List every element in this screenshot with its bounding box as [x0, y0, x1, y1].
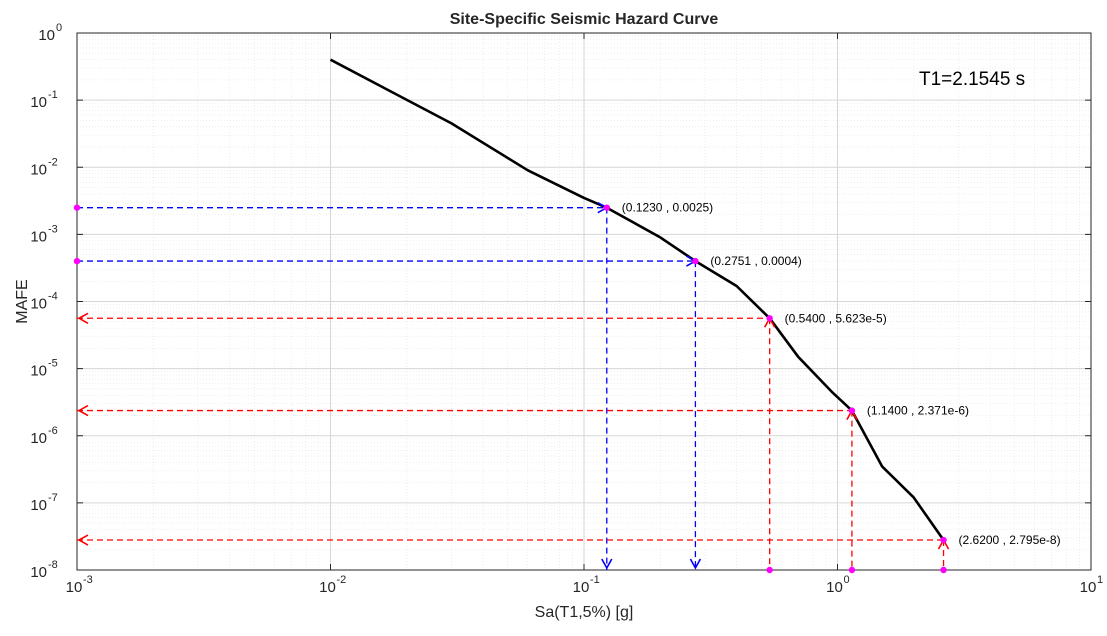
data-point-label: (1.1400 , 2.371e-6)	[867, 404, 969, 418]
data-point-marker	[940, 536, 947, 544]
data-point-label: (0.2751 , 0.0004)	[710, 254, 801, 268]
chart-title: Site-Specific Seismic Hazard Curve	[450, 11, 719, 28]
arrow-head	[77, 534, 89, 546]
x-tick-label: 10	[66, 579, 83, 596]
y-tick-label-exponent: -5	[48, 358, 58, 370]
markers: (0.1230 , 0.0025) (0.2751 , 0.0004) (0.540…	[73, 201, 1061, 574]
data-point-label: (0.5400 , 5.623e-5)	[785, 311, 887, 325]
period-annotation: T1=2.1545 s	[919, 69, 1025, 90]
x-tick-label-exponent: 1	[1097, 574, 1103, 586]
arrow-head	[77, 312, 89, 324]
y-tick-label-exponent: -6	[48, 425, 58, 437]
data-point-marker	[848, 407, 856, 414]
data-point-marker	[766, 566, 773, 574]
x-tick-label-exponent: -1	[590, 574, 600, 586]
y-tick-label: 10	[38, 27, 55, 44]
x-tick-label: 10	[1080, 579, 1097, 596]
y-tick-label: 10	[30, 228, 47, 245]
arrow-head	[77, 404, 89, 417]
data-point-marker	[692, 257, 699, 265]
y-tick-label-exponent: -1	[48, 89, 58, 101]
guide-lines	[77, 207, 945, 570]
y-tick-label: 10	[30, 363, 47, 380]
y-tick-label: 10	[30, 497, 47, 514]
y-tick-label-exponent: 0	[56, 22, 62, 34]
y-tick-label-exponent: -4	[48, 291, 58, 303]
y-tick-label-exponent: -3	[48, 223, 58, 235]
x-tick-label-exponent: -2	[337, 574, 347, 586]
y-axis-label: MAFE	[14, 279, 31, 323]
data-point-marker	[73, 257, 81, 265]
x-axis-label: Sa(T1,5%) [g]	[535, 604, 634, 621]
y-tick-label-exponent: -8	[48, 559, 58, 571]
y-tick-label-exponent: -2	[48, 156, 58, 168]
y-tick-label: 10	[30, 94, 47, 111]
y-tick-label-exponent: -7	[48, 492, 58, 504]
x-tick-label: 10	[319, 579, 336, 596]
hazard-curve-line	[329, 58, 945, 541]
data-point-marker	[73, 204, 81, 211]
x-tick-label: 10	[573, 579, 590, 596]
arrow-head	[601, 558, 613, 570]
x-tick-label-exponent: -3	[83, 574, 93, 586]
data-point-marker	[766, 315, 773, 322]
data-point-label: (2.6200 , 2.795e-8)	[959, 533, 1061, 547]
data-point-label: (0.1230 , 0.0025)	[622, 201, 713, 215]
y-tick-label: 10	[30, 296, 47, 313]
grid	[76, 32, 1092, 571]
x-tick-label-exponent: 0	[844, 574, 850, 586]
curve-layer	[329, 58, 945, 541]
data-point-marker	[603, 204, 610, 211]
arrow-head	[689, 558, 702, 570]
y-tick-label: 10	[30, 161, 47, 178]
data-point-marker	[940, 566, 947, 574]
y-tick-label: 10	[30, 564, 47, 581]
x-tick-label: 10	[826, 579, 843, 596]
data-point-marker	[848, 566, 856, 574]
y-tick-label: 10	[30, 430, 47, 447]
